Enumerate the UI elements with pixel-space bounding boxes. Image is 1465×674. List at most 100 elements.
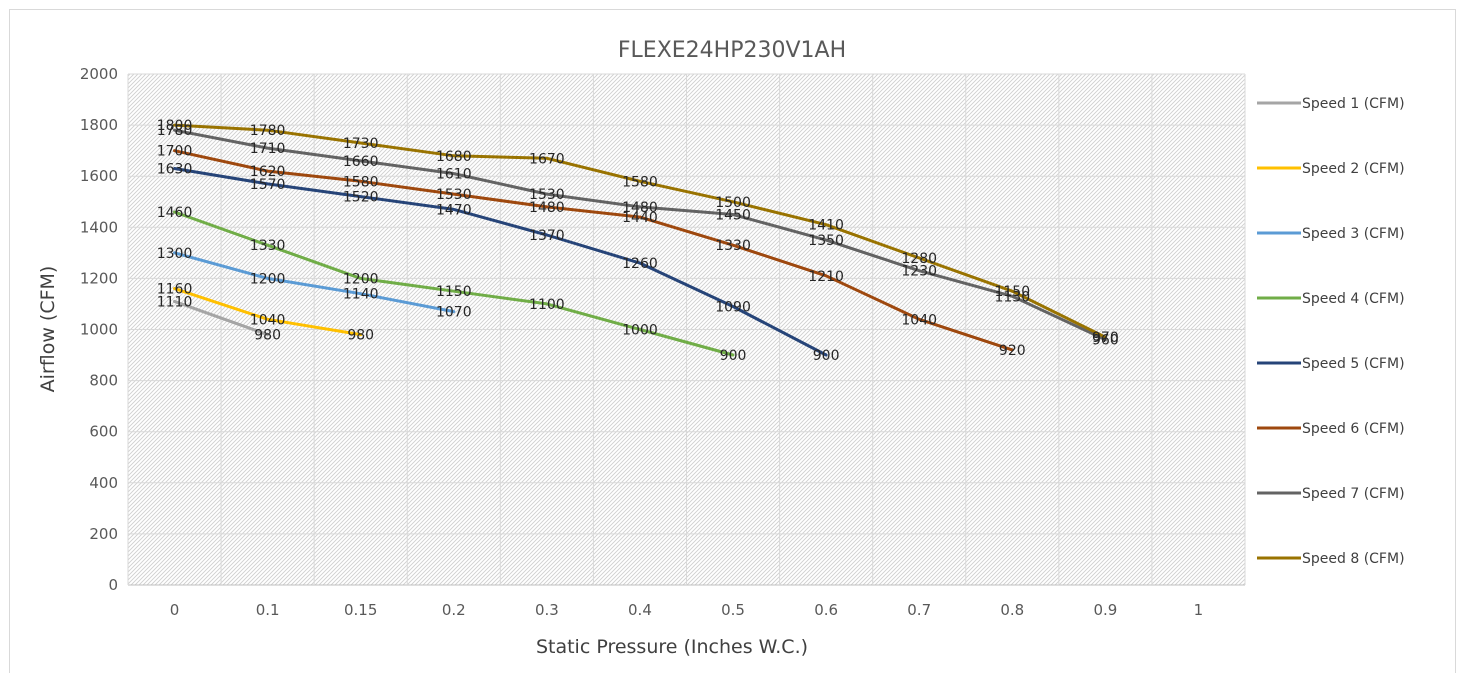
series-line-speed-7 [173, 128, 1107, 342]
data-label: 1040 [901, 312, 937, 328]
data-label: 1000 [622, 323, 658, 339]
legend-entry: Speed 4 (CFM) [1302, 291, 1405, 307]
legend-entry: Speed 5 (CFM) [1302, 356, 1405, 372]
series-line-speed-1 [173, 299, 270, 337]
legend-entry: Speed 6 (CFM) [1302, 421, 1405, 437]
data-label: 1330 [715, 238, 751, 254]
data-label: 1110 [157, 294, 193, 310]
data-label: 1570 [250, 177, 286, 193]
data-label: 1670 [529, 151, 565, 167]
legend: Speed 1 (CFM) Speed 2 (CFM) Speed 3 (CFM) S… [1257, 96, 1405, 567]
data-label: 1660 [343, 154, 379, 170]
x-tick-label: 0.4 [628, 601, 652, 619]
chart-title: FLEXE24HP230V1AH [618, 38, 846, 63]
data-label: 1580 [343, 174, 379, 190]
data-label: 980 [254, 328, 281, 344]
data-label: 1680 [436, 149, 472, 165]
data-label: 1780 [157, 123, 193, 139]
data-label: 1090 [715, 300, 751, 316]
series-line-speed-6 [173, 149, 1014, 352]
x-axis-title: Static Pressure (Inches W.C.) [536, 636, 808, 658]
y-tick-label: 600 [89, 423, 118, 441]
data-label: 1200 [343, 271, 379, 287]
data-label: 1470 [436, 202, 472, 218]
y-tick-label: 0 [108, 576, 118, 594]
x-tick-label: 0.2 [442, 601, 466, 619]
data-label: 1230 [901, 264, 937, 280]
x-tick-labels: 0 0.1 0.15 0.2 0.3 0.4 0.5 0.6 0.7 0.8 0.9 1 [170, 601, 1203, 619]
data-label: 1070 [436, 305, 472, 321]
legend-entry: Speed 7 (CFM) [1302, 486, 1405, 502]
data-label: 1780 [250, 123, 286, 139]
data-label: 920 [999, 343, 1026, 359]
data-labels: 1110980116010409801300120011401070146013… [157, 118, 1119, 364]
data-label: 1730 [343, 136, 379, 152]
x-tick-label: 1 [1194, 601, 1204, 619]
y-tick-label: 1800 [80, 116, 118, 134]
y-tick-label: 2000 [80, 65, 118, 83]
data-label: 1160 [157, 282, 193, 298]
data-label: 960 [1092, 333, 1119, 349]
data-label: 1150 [994, 284, 1030, 300]
data-label: 900 [813, 348, 840, 364]
chart-svg: FLEXE24HP230V1AH Airflow (CFM) Static Pr… [37, 38, 1405, 658]
legend-entry: Speed 8 (CFM) [1302, 551, 1405, 567]
y-tick-label: 200 [89, 525, 118, 543]
legend-entry: Speed 3 (CFM) [1302, 226, 1405, 242]
data-label: 1500 [715, 195, 751, 211]
data-label: 1300 [157, 246, 193, 262]
series-line-speed-5 [173, 167, 828, 357]
x-tick-label: 0 [170, 601, 180, 619]
series-lines [173, 123, 1107, 357]
data-label: 1410 [808, 218, 844, 234]
data-label: 1140 [343, 287, 379, 303]
data-label: 970 [1092, 330, 1119, 346]
x-tick-label: 0.5 [721, 601, 745, 619]
data-label: 1210 [808, 269, 844, 285]
y-tick-label: 800 [89, 372, 118, 390]
data-label: 1450 [715, 208, 751, 224]
data-label: 1480 [529, 200, 565, 216]
x-tick-label: 0.6 [814, 601, 838, 619]
series-line-speed-4 [173, 210, 735, 357]
data-label: 1800 [157, 118, 193, 134]
data-label: 1620 [250, 164, 286, 180]
legend-entry: Speed 1 (CFM) [1302, 96, 1405, 112]
data-label: 1630 [157, 162, 193, 178]
data-label: 1100 [529, 297, 565, 313]
y-tick-label: 1200 [80, 269, 118, 287]
data-label: 1150 [436, 284, 472, 300]
x-tick-label: 0.8 [1000, 601, 1024, 619]
data-label: 1610 [436, 167, 472, 183]
data-label: 1350 [808, 233, 844, 249]
y-tick-label: 1000 [80, 321, 118, 339]
series-line-speed-2 [173, 287, 363, 337]
data-label: 1700 [157, 144, 193, 160]
y-tick-label: 400 [89, 474, 118, 492]
data-label: 1460 [157, 205, 193, 221]
legend-entry: Speed 2 (CFM) [1302, 161, 1405, 177]
x-tick-label: 0.3 [535, 601, 559, 619]
x-tick-label: 0.9 [1093, 601, 1117, 619]
chart-frame: FLEXE24HP230V1AH Airflow (CFM) Static Pr… [9, 9, 1456, 673]
x-tick-label: 0.7 [907, 601, 931, 619]
series-line-speed-8 [173, 123, 1107, 339]
y-tick-labels: 0 200 400 600 800 1000 1200 1400 1600 1800 2000 [80, 65, 118, 594]
series-line-speed-3 [173, 251, 456, 314]
data-label: 1530 [436, 187, 472, 203]
data-label: 1200 [250, 271, 286, 287]
data-label: 1370 [529, 228, 565, 244]
y-axis-title: Airflow (CFM) [37, 266, 59, 393]
y-tick-label: 1600 [80, 167, 118, 185]
data-label: 1580 [622, 174, 658, 190]
data-label: 1040 [250, 312, 286, 328]
data-label: 980 [347, 328, 374, 344]
y-tick-label: 1400 [80, 218, 118, 236]
x-tick-label: 0.15 [344, 601, 377, 619]
data-label: 1280 [901, 251, 937, 267]
data-label: 1440 [622, 210, 658, 226]
data-label: 1520 [343, 190, 379, 206]
data-label: 1530 [529, 187, 565, 203]
data-label: 1260 [622, 256, 658, 272]
data-label: 1480 [622, 200, 658, 216]
